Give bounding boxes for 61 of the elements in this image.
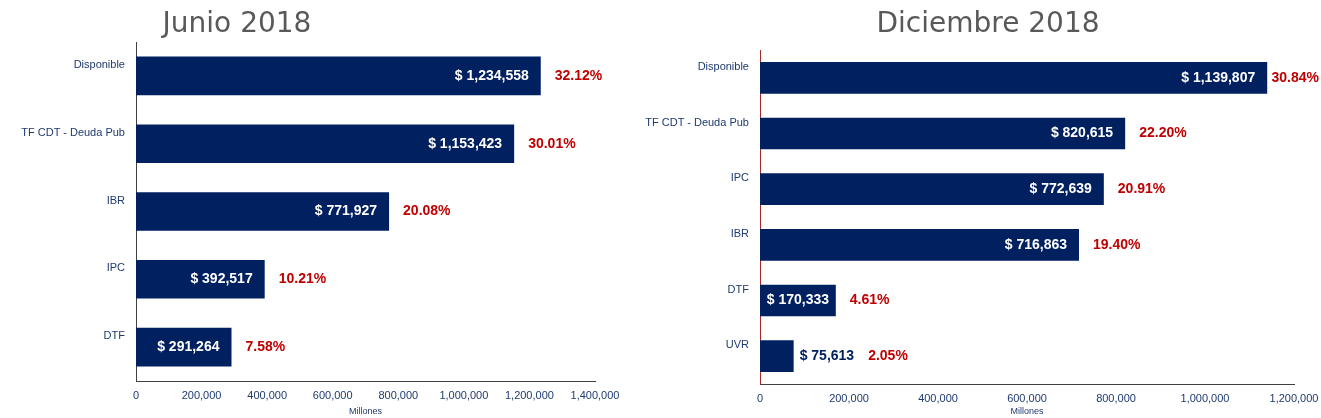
x-tick-label: 600,000 <box>1007 391 1047 404</box>
x-tick-label: 1,000,000 <box>439 388 489 401</box>
chart-title: Junio 2018 <box>162 5 312 41</box>
annotation: 2.05% <box>868 347 909 364</box>
y-tick-label: UVR <box>725 338 750 351</box>
annotation: 7.58% <box>245 337 286 354</box>
y-tick-label: DTF <box>727 282 750 295</box>
annotation: 10.21% <box>278 270 327 287</box>
data-label: $ 1,153,423 <box>428 134 503 151</box>
bar <box>136 259 265 299</box>
y-tick-label: TF CDT - Deuda Pub <box>21 125 125 138</box>
x-tick-label: 1,000,000 <box>1180 391 1230 404</box>
bar <box>136 192 390 231</box>
y-tick-label: Disponible <box>73 57 125 70</box>
data-label: $ 392,517 <box>190 270 253 287</box>
bar <box>760 340 794 373</box>
data-label: $ 1,234,558 <box>454 66 529 83</box>
x-tick-label: 400,000 <box>918 391 958 404</box>
x-axis-title: Millones <box>1010 406 1044 417</box>
data-label: $ 75,613 <box>799 347 855 364</box>
data-label: $ 820,615 <box>1050 124 1114 141</box>
bar <box>760 61 1268 94</box>
bar <box>760 228 1079 261</box>
data-label: $ 771,927 <box>314 202 378 219</box>
x-tick-label: 1,200,000 <box>1269 391 1319 404</box>
bar <box>760 173 1104 206</box>
annotation: 22.20% <box>1139 124 1188 141</box>
annotation: 4.61% <box>849 291 891 308</box>
y-tick-label: IBR <box>106 193 126 206</box>
x-tick-label: 1,200,000 <box>504 388 554 401</box>
data-label: $ 772,639 <box>1029 180 1093 197</box>
x-tick-label: 1,400,000 <box>570 388 620 401</box>
data-label: $ 170,333 <box>766 291 830 308</box>
bar <box>760 117 1126 150</box>
y-tick-label: DTF <box>103 329 126 342</box>
y-tick-label: Disponible <box>697 59 749 72</box>
x-tick-label: 800,000 <box>1096 391 1136 404</box>
chart-title: Diciembre 2018 <box>876 5 1100 41</box>
annotation: 30.01% <box>528 134 577 151</box>
x-axis-title: Millones <box>348 406 383 417</box>
x-tick-label: 800,000 <box>378 388 419 401</box>
x-tick-label: 0 <box>132 388 140 401</box>
annotation: 19.40% <box>1093 235 1142 252</box>
x-tick-label: 200,000 <box>181 388 222 401</box>
annotation: 20.08% <box>403 202 452 219</box>
y-tick-label: IBR <box>730 226 750 239</box>
y-tick-label: IPC <box>106 261 126 274</box>
y-tick-label: TF CDT - Deuda Pub <box>645 115 749 128</box>
data-label: $ 291,264 <box>157 337 220 354</box>
bar <box>136 56 541 96</box>
x-tick-label: 200,000 <box>829 391 869 404</box>
y-tick-label: IPC <box>730 171 750 184</box>
x-tick-label: 400,000 <box>247 388 288 401</box>
annotation: 20.91% <box>1117 180 1166 197</box>
bar <box>136 124 515 164</box>
annotation: 32.12% <box>554 66 603 83</box>
x-tick-label: 0 <box>756 391 764 404</box>
data-label: $ 716,863 <box>1004 235 1068 252</box>
data-label: $ 1,139,807 <box>1181 68 1256 85</box>
x-tick-label: 600,000 <box>312 388 353 401</box>
annotation: 30.84% <box>1271 68 1320 85</box>
